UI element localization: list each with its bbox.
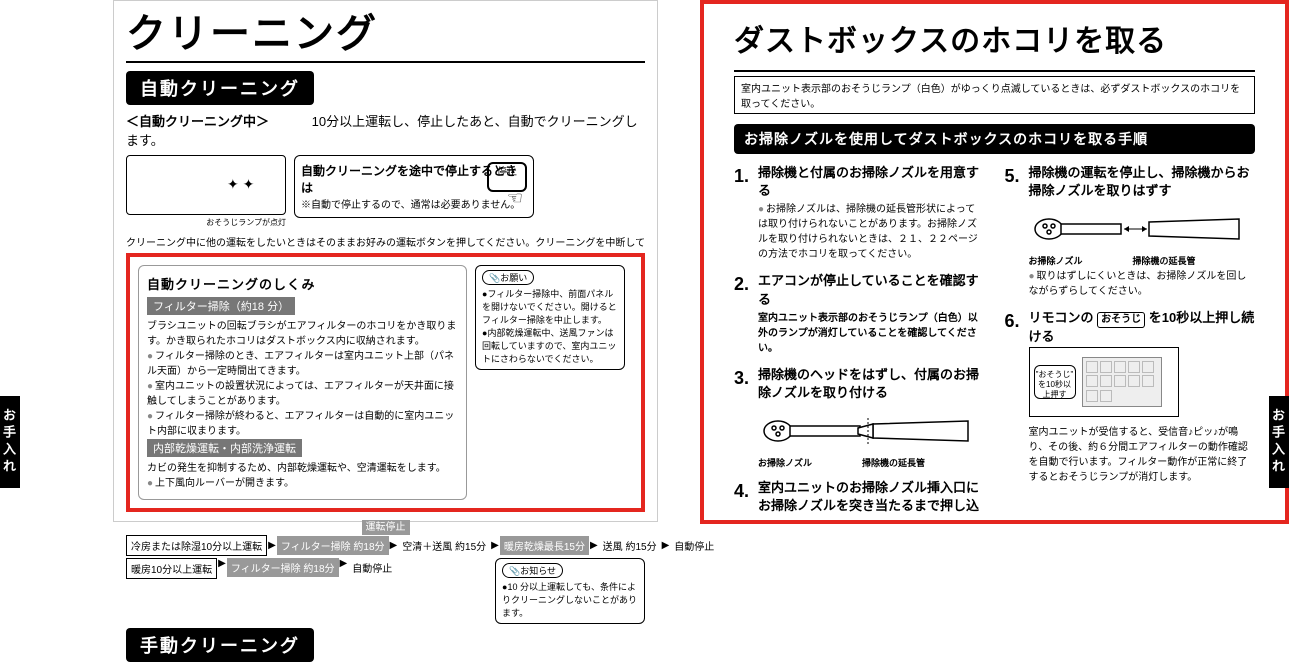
request-label: 📎お願い bbox=[482, 270, 534, 285]
notice-label: 📎お知らせ bbox=[502, 563, 563, 578]
procedure-header: お掃除ノズルを使用してダストボックスのホコリを取る手順 bbox=[734, 124, 1255, 154]
stop-note: ※自動で停止するので、通常は必要ありません。 bbox=[301, 196, 527, 211]
nozzle-label-l2: お掃除ノズル bbox=[1029, 254, 1083, 267]
step1-body: お掃除ノズルは、掃除機の延長管形状によっては取り付けられないことがあります。お掃… bbox=[758, 202, 985, 262]
step2-body: 室内ユニット表示部のおそうじランプ（白色）以外のランプが消灯していることを確認し… bbox=[758, 311, 985, 356]
step2-head: エアコンが停止していることを確認する bbox=[758, 272, 985, 308]
flow-header: 運転停止 bbox=[362, 520, 410, 535]
mech-p2: カビの発生を抑制するため、内部乾燥運転や、空清運転をします。 bbox=[147, 463, 446, 474]
mech-b2: 室内ユニットの設置状況によっては、エアフィルターが天井面に接触してしまうことがあ… bbox=[147, 379, 458, 409]
mech-b1: フィルター掃除のとき、エアフィルターは室内ユニット上部（パネル天面）から一定時間… bbox=[147, 349, 458, 379]
ac-unit-illustration: おそうじランプが点灯 bbox=[126, 155, 286, 228]
step-5: 5.掃除機の運転を停止し、掃除機からお掃除ノズルを取りはずす お掃除ノズル 掃除機… bbox=[1005, 164, 1256, 299]
auto-subline: ＜自動クリーニング中＞ 10分以上運転し、停止したあと、自動でクリーニングします… bbox=[126, 111, 645, 149]
nozzle-label-r2: 掃除機の延長管 bbox=[1133, 254, 1196, 267]
stop-box: 自動クリーニングを途中で停止するときは ※自動で停止するので、通常は必要ありませ… bbox=[294, 155, 534, 218]
remote-illustration: "おそうじ" を10秒以上押す bbox=[1029, 347, 1179, 417]
auto-sub-head: ＜自動クリーニング中＞ bbox=[126, 114, 269, 129]
step-4: 4.室内ユニットのお掃除ノズル挿入口にお掃除ノズルを突き当たるまで押し込 bbox=[734, 479, 985, 515]
step-3: 3.掃除機のヘッドをはずし、付属のお掃除ノズルを取り付ける お掃除ノズル 掃除機の… bbox=[734, 366, 985, 469]
side-tab-right: お手入れ bbox=[1269, 396, 1289, 488]
step6-result: 室内ユニットが受信すると、受信音♪ピッ♪が鳴り、その後、約６分間エアフィルターの… bbox=[1029, 425, 1256, 485]
nozzle-label-l1: お掃除ノズル bbox=[758, 456, 812, 469]
request-text: ●フィルター掃除中、前面パネルを開けないでください。開けるとフィルター掃除を中止… bbox=[482, 287, 618, 326]
left-page: クリーニング 自動クリーニング ＜自動クリーニング中＞ 10分以上運転し、停止し… bbox=[113, 0, 658, 522]
left-column: 1.掃除機と付属のお掃除ノズルを用意する お掃除ノズルは、掃除機の延長管形状によ… bbox=[734, 164, 985, 526]
step6-pre: リモコンの bbox=[1029, 310, 1094, 325]
page-title-right: ダストボックスのホコリを取る bbox=[734, 16, 1255, 60]
red-highlight-box: 自動クリーニングのしくみ フィルター掃除（約18 分） ブラシユニットの回転ブラ… bbox=[126, 253, 645, 512]
flow-area: 運転停止 冷房または除湿10分以上運転▶ フィルター掃除 約18分▶ 空清＋送風… bbox=[126, 518, 645, 624]
step5-body: 取りはずしにくいときは、お掃除ノズルを回しながらずらしてください。 bbox=[1029, 269, 1256, 299]
step4-head: 室内ユニットのお掃除ノズル挿入口にお掃除ノズルを突き当たるまで押し込 bbox=[758, 479, 985, 515]
step-6: 6. リモコンの おそうじ を10秒以上押し続ける "おそうじ" を10秒以上押… bbox=[1005, 309, 1256, 484]
flow1-s3: 送風 約15分 bbox=[599, 536, 661, 555]
ac-caption: おそうじランプが点灯 bbox=[126, 217, 286, 228]
mech-b4: 上下風向ルーバーが開きます。 bbox=[147, 476, 458, 491]
manual-cleaning-header: 手動クリーニング bbox=[126, 628, 314, 662]
step-1: 1.掃除機と付属のお掃除ノズルを用意する お掃除ノズルは、掃除機の延長管形状によ… bbox=[734, 164, 985, 262]
flow1-s1: 空清＋送風 約15分 bbox=[398, 536, 490, 555]
step4-num: 4. bbox=[734, 479, 754, 515]
flow2-label: 暖房10分以上運転 bbox=[126, 558, 217, 579]
flow2-s0: フィルター掃除 約18分 bbox=[227, 558, 339, 577]
remote-button: "おそうじ" を10秒以上押す bbox=[1034, 365, 1076, 399]
request-text-b: ●内部乾燥運転中、送風ファンは回転していますので、室内ユニットにさわらないでくだ… bbox=[482, 326, 618, 365]
right-column: 5.掃除機の運転を停止し、掃除機からお掃除ノズルを取りはずす お掃除ノズル 掃除機… bbox=[1005, 164, 1256, 526]
side-tab-left: お手入れ bbox=[0, 396, 20, 488]
remote-screen bbox=[1082, 357, 1162, 407]
step5-num: 5. bbox=[1005, 164, 1025, 200]
nozzle-label-r1: 掃除機の延長管 bbox=[862, 456, 925, 469]
step3-num: 3. bbox=[734, 366, 754, 402]
mech-sub1: フィルター掃除（約18 分） bbox=[147, 297, 295, 315]
auto-cleaning-header: 自動クリーニング bbox=[126, 71, 314, 105]
nozzle-illustration-1: お掃除ノズル 掃除機の延長管 bbox=[758, 406, 985, 469]
step6-chip: おそうじ bbox=[1097, 312, 1145, 328]
truncated-line: クリーニング中に他の運転をしたいときはそのままお好みの運転ボタンを押してください… bbox=[126, 234, 645, 249]
notice-bubble: 📎お知らせ ●10 分以上運転しても、条件によりクリーニングしないことがあります… bbox=[495, 558, 645, 624]
mech-text1: ブラシユニットの回転ブラシがエアフィルターのホコリをかき取ります。かき取られたホ… bbox=[147, 319, 458, 439]
flow2-s1: 自動停止 bbox=[348, 558, 396, 577]
mech-p1: ブラシユニットの回転ブラシがエアフィルターのホコリをかき取ります。かき取られたホ… bbox=[147, 321, 456, 347]
page-title-left: クリーニング bbox=[126, 1, 645, 63]
rule bbox=[734, 70, 1255, 72]
step-2: 2.エアコンが停止していることを確認する 室内ユニット表示部のおそうじランプ（白… bbox=[734, 272, 985, 355]
flow1-s4: 自動停止 bbox=[670, 536, 718, 555]
step3-head: 掃除機のヘッドをはずし、付属のお掃除ノズルを取り付ける bbox=[758, 366, 985, 402]
flow1-s0: フィルター掃除 約18分 bbox=[277, 536, 389, 555]
mech-text2: カビの発生を抑制するため、内部乾燥運転や、空清運転をします。 上下風向ルーバーが… bbox=[147, 461, 458, 491]
notice-text: ●10 分以上運転しても、条件によりクリーニングしないことがあります。 bbox=[502, 580, 638, 619]
right-page: ダストボックスのホコリを取る 室内ユニット表示部のおそうじランプ（白色）がゆっく… bbox=[700, 0, 1289, 524]
mech-b3: フィルター掃除が終わると、エアフィルターは自動的に室内ユニット内部に収まります。 bbox=[147, 409, 458, 439]
step5-head: 掃除機の運転を停止し、掃除機からお掃除ノズルを取りはずす bbox=[1029, 164, 1256, 200]
nozzle-illustration-2: お掃除ノズル 掃除機の延長管 bbox=[1029, 204, 1256, 267]
step1-head: 掃除機と付属のお掃除ノズルを用意する bbox=[758, 164, 985, 200]
step6-num: 6. bbox=[1005, 309, 1025, 346]
hand-icon: ☜ bbox=[507, 188, 523, 209]
mech-title: 自動クリーニングのしくみ bbox=[147, 274, 458, 293]
note-bar: 室内ユニット表示部のおそうじランプ（白色）がゆっくり点滅しているときは、必ずダス… bbox=[734, 76, 1255, 114]
flow1-label: 冷房または除湿10分以上運転 bbox=[126, 535, 267, 556]
step2-num: 2. bbox=[734, 272, 754, 308]
step6-head: リモコンの おそうじ を10秒以上押し続ける bbox=[1029, 309, 1256, 346]
mechanism-frame: 自動クリーニングのしくみ フィルター掃除（約18 分） ブラシユニットの回転ブラ… bbox=[138, 265, 467, 500]
step1-num: 1. bbox=[734, 164, 754, 200]
mech-sub2: 内部乾燥運転・内部洗浄運転 bbox=[147, 439, 302, 457]
flow1-s2: 暖房乾燥最長15分 bbox=[500, 536, 589, 555]
request-bubble: 📎お願い ●フィルター掃除中、前面パネルを開けないでください。開けるとフィルター… bbox=[475, 265, 625, 370]
